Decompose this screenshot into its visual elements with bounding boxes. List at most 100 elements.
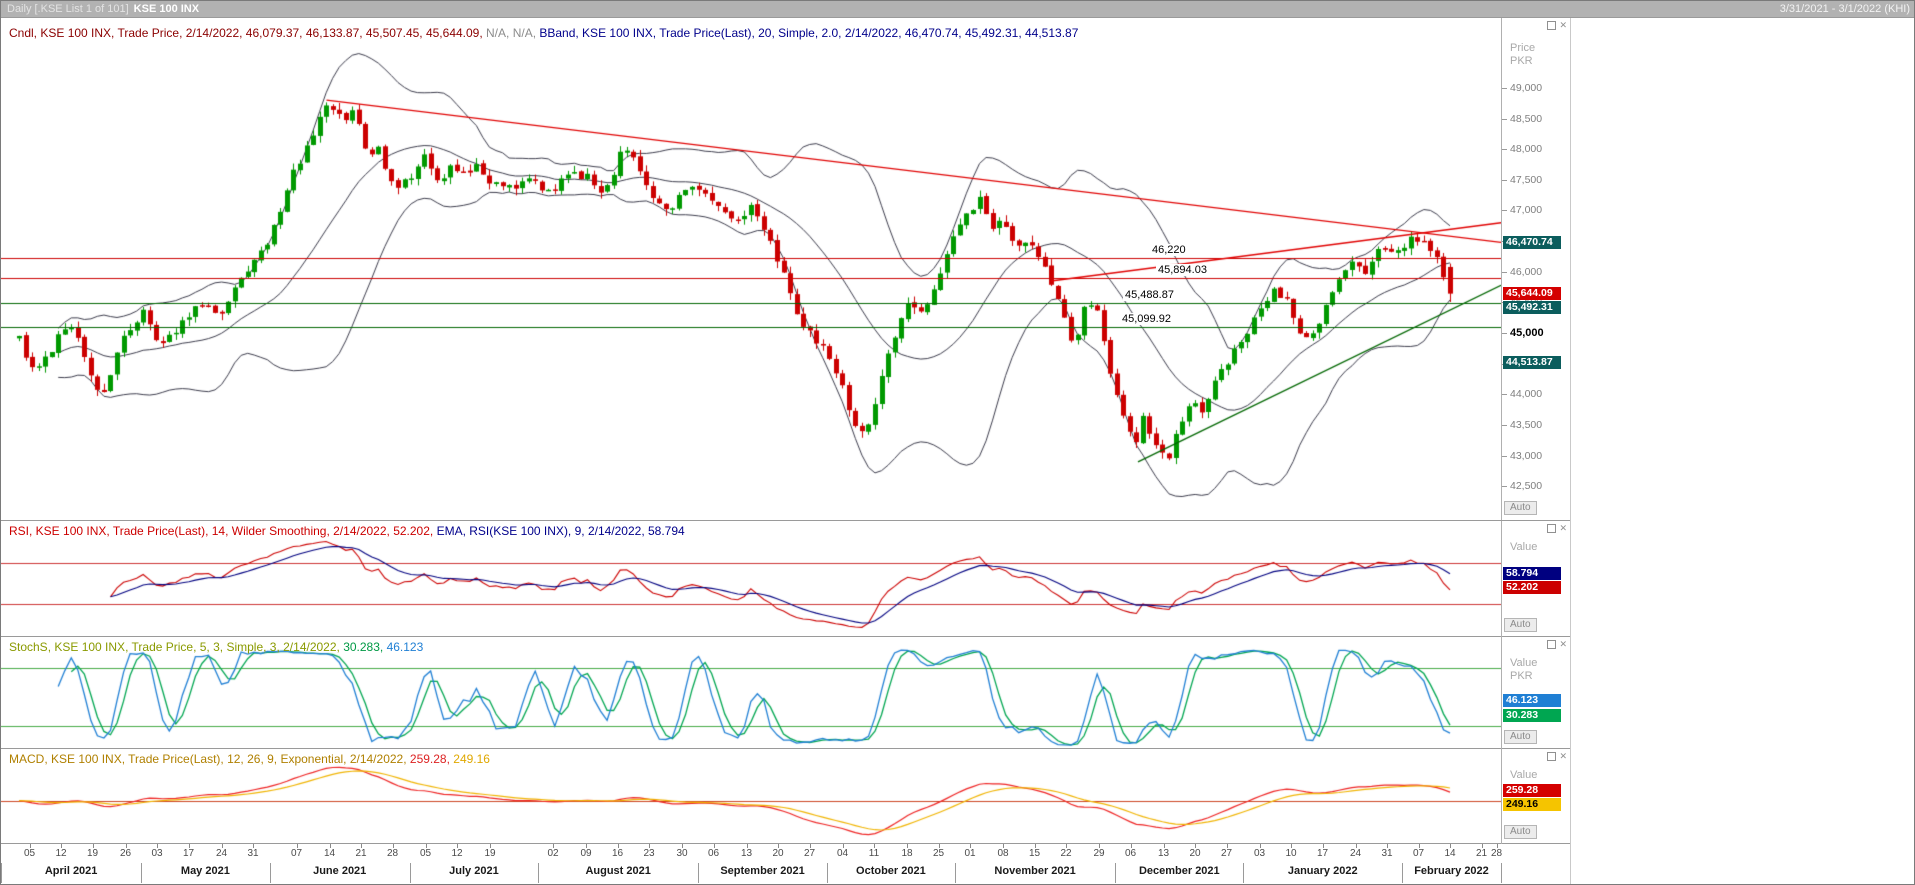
month-label: November 2021 (994, 865, 1076, 877)
auto-scale-button[interactable]: Auto (1504, 730, 1537, 744)
axis-value-badge: 30.283 (1503, 709, 1561, 723)
time-tick (1003, 844, 1004, 848)
time-tick-label: 08 (997, 848, 1009, 859)
auto-scale-button[interactable]: Auto (1504, 618, 1537, 632)
panel-close-icon[interactable]: ✕ (1559, 751, 1567, 761)
time-tick-label: 21 (355, 848, 367, 859)
chart-titlebar[interactable]: Daily [.KSE List 1 of 101] KSE 100 INX 3/… (1, 1, 1914, 18)
time-tick (553, 844, 554, 848)
rsi-chart-canvas[interactable] (1, 521, 1501, 637)
month-separator (409, 863, 411, 883)
macd-legend[interactable]: MACD, KSE 100 INX, Trade Price(Last), 12… (9, 752, 490, 766)
stochastic-legend[interactable]: StochS, KSE 100 INX, Trade Price, 5, 3, … (9, 640, 423, 654)
legend-segment: 249.16 (453, 752, 490, 766)
time-tick (1163, 844, 1165, 848)
panel-maximize-icon[interactable] (1547, 21, 1557, 30)
month-label: December 2021 (1138, 865, 1220, 877)
time-tick (425, 844, 427, 848)
time-tick (490, 844, 491, 848)
month-separator (955, 863, 956, 883)
time-tick-label: 12 (55, 848, 67, 859)
panel-controls: ✕ (1547, 752, 1567, 761)
titlebar-daterange: 3/31/2021 - 3/1/2022 (KHI) (1779, 2, 1910, 15)
macd-chart-canvas[interactable] (1, 749, 1501, 844)
time-tick (713, 844, 715, 848)
macd-value-axis[interactable]: ✕ Value 259.28 249.16 Auto (1501, 749, 1570, 844)
auto-scale-button[interactable]: Auto (1504, 825, 1537, 839)
legend-segment: BBand, KSE 100 INX, Trade Price(Last), 2… (539, 26, 1079, 40)
month-label: April 2021 (44, 865, 98, 877)
axis-value-badge: 249.16 (1503, 797, 1561, 811)
time-tick (1195, 844, 1196, 848)
time-tick-label: 30 (676, 848, 688, 859)
panel-maximize-icon[interactable] (1547, 640, 1557, 649)
month-label: September 2021 (720, 865, 805, 877)
axis-tick-label: 46,000 (1510, 265, 1543, 278)
time-tick-label: 05 (23, 848, 36, 859)
legend-segment: 30.283, (343, 640, 387, 654)
main-chart-canvas[interactable] (1, 18, 1501, 520)
axis-tick-label: 43,500 (1510, 419, 1543, 432)
axis-tick (1502, 333, 1507, 334)
time-tick (1130, 844, 1132, 848)
month-label: February 2022 (1414, 865, 1489, 877)
panel-close-icon[interactable]: ✕ (1559, 523, 1567, 533)
time-axis[interactable]: 05 12 19 26 03 17 24 31 07 14 21 28 05 12 19 02 09 16 23 30… (1, 843, 1570, 884)
axis-unit-label: Value (1510, 541, 1538, 553)
panel-close-icon[interactable]: ✕ (1559, 639, 1567, 649)
month-separator (698, 863, 700, 883)
axis-tick-label: 47,000 (1510, 204, 1543, 217)
time-tick-label: 05 (419, 848, 432, 859)
time-tick (1226, 844, 1228, 848)
axis-tick (1502, 425, 1507, 426)
time-tick-label: 27 (803, 848, 816, 859)
main-chart-legend[interactable]: Cndl, KSE 100 INX, Trade Price, 2/14/202… (9, 26, 1078, 40)
main-price-axis[interactable]: ✕ Price PKR 46,470.74 45,644.09 45,492.31 44,5… (1501, 18, 1570, 520)
month-separator (269, 863, 271, 883)
rsi-value-axis[interactable]: ✕ Value 58.794 52.202 Auto (1501, 521, 1570, 637)
panel-controls: ✕ (1547, 640, 1567, 649)
time-tick-label: 24 (1349, 848, 1362, 859)
axis-tick (1502, 88, 1507, 89)
titlebar-left: Daily [.KSE List 1 of 101] KSE 100 INX (7, 1, 199, 18)
time-tick (617, 844, 619, 848)
axis-value-badge: 44,513.87 (1503, 355, 1561, 369)
price-level-label: 45,894.03 (1156, 264, 1209, 277)
time-tick (586, 844, 587, 848)
time-tick (970, 844, 971, 848)
axis-tick (1502, 149, 1507, 150)
time-tick (938, 844, 940, 848)
time-tick-label: 27 (1220, 848, 1233, 859)
time-tick-label: 28 (386, 848, 399, 859)
auto-scale-button[interactable]: Auto (1504, 501, 1537, 515)
time-tick-label: 19 (484, 848, 496, 859)
time-tick-label: 04 (836, 848, 849, 859)
legend-segment: N/A, N/A, (486, 26, 540, 40)
axis-tick (1502, 210, 1507, 211)
time-tick-label: 17 (182, 848, 195, 859)
panel-maximize-icon[interactable] (1547, 752, 1557, 761)
time-tick-label: 20 (1189, 848, 1201, 859)
macd-panel: MACD, KSE 100 INX, Trade Price(Last), 12… (1, 748, 1570, 844)
stochastic-chart-canvas[interactable] (1, 637, 1501, 749)
axis-unit-label: Value (1510, 657, 1538, 669)
time-tick-label: 31 (247, 848, 259, 859)
time-tick (1450, 844, 1451, 848)
axis-unit-label: PKR (1510, 55, 1533, 67)
axis-tick (1502, 486, 1507, 487)
time-tick (253, 844, 254, 848)
panel-close-icon[interactable]: ✕ (1559, 20, 1567, 30)
stochastic-value-axis[interactable]: ✕ Value PKR 46.123 30.283 Auto (1501, 637, 1570, 749)
axis-tick (1502, 272, 1507, 273)
legend-segment: 46.123 (386, 640, 424, 654)
time-tick (1066, 844, 1067, 848)
time-tick-label: 07 (1412, 848, 1425, 859)
panel-maximize-icon[interactable] (1547, 524, 1557, 533)
rsi-legend[interactable]: RSI, KSE 100 INX, Trade Price(Last), 14,… (9, 524, 685, 538)
legend-segment: StochS, KSE 100 INX, Trade Price, 5, 3, … (9, 640, 344, 654)
price-level-label: 45,488.87 (1123, 289, 1176, 302)
time-tick-label: 11 (868, 848, 880, 859)
time-tick-label: 22 (1060, 848, 1072, 859)
axis-tick (1502, 394, 1507, 395)
time-tick-label: 01 (964, 848, 976, 859)
